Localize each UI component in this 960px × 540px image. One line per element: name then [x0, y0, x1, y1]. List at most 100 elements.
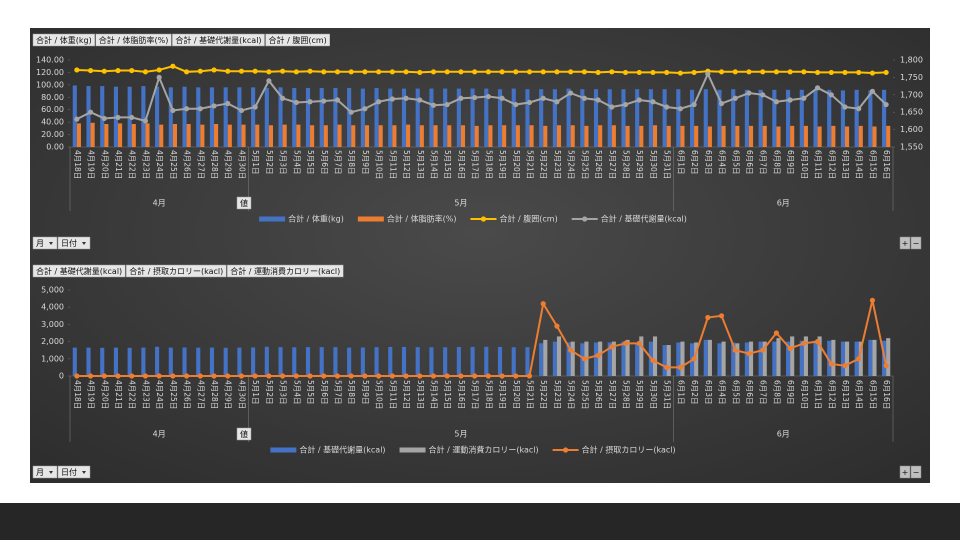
line-marker: [485, 373, 491, 379]
line-marker: [705, 71, 711, 77]
zoom-button-label[interactable]: −: [913, 468, 920, 477]
filter-button-label[interactable]: 日付: [61, 238, 77, 248]
bar: [731, 89, 736, 147]
bar: [666, 345, 671, 376]
x-tick-label: 6月14日: [855, 380, 864, 409]
line-marker: [389, 373, 395, 379]
bar: [786, 89, 791, 147]
line-marker: [472, 94, 478, 101]
line-marker: [334, 373, 341, 379]
bar: [333, 347, 338, 376]
bar: [598, 341, 603, 376]
x-tick-label: 5月11日: [388, 380, 397, 409]
bar: [580, 89, 585, 147]
bar: [182, 86, 187, 147]
x-tick-label: 5月7日: [333, 150, 342, 175]
dropdown-arrow[interactable]: [49, 242, 53, 245]
line-marker: [513, 101, 519, 108]
field-button[interactable]: [32, 264, 126, 278]
zoom-button-label[interactable]: +: [902, 468, 909, 477]
x-tick-label: 5月25日: [580, 380, 589, 409]
bar: [443, 347, 448, 376]
zoom-button-label[interactable]: +: [902, 239, 909, 248]
zoom-button-label[interactable]: −: [913, 239, 920, 248]
line-marker: [225, 100, 231, 107]
bar: [844, 341, 850, 376]
line-marker: [746, 90, 752, 96]
x-tick-label: 5月11日: [388, 150, 397, 179]
field-button[interactable]: [32, 33, 95, 47]
line-marker: [718, 100, 725, 107]
filter-button-label[interactable]: 月: [36, 239, 44, 248]
value-button[interactable]: [236, 196, 252, 210]
dropdown-arrow[interactable]: [49, 471, 53, 474]
bar: [251, 347, 256, 376]
field-button-label[interactable]: 合計 / 体重(kg): [36, 35, 92, 45]
field-button-label[interactable]: 合計 / 基礎代謝量(kcal): [175, 35, 261, 45]
field-button[interactable]: [172, 33, 265, 47]
line-marker: [636, 97, 642, 103]
x-tick-label: 5月21日: [526, 380, 535, 409]
bar: [635, 342, 640, 376]
x-tick-label: 6月4日: [718, 150, 727, 175]
filter-button[interactable]: [32, 465, 58, 479]
bar: [748, 341, 754, 376]
line-marker: [581, 69, 587, 75]
bar: [100, 347, 105, 376]
bar: [401, 346, 407, 376]
bar: [497, 89, 503, 147]
field-button-label[interactable]: 合計 / 摂取カロリー(kacl): [129, 266, 223, 276]
value-button-label[interactable]: 値: [240, 429, 248, 439]
zoom-button[interactable]: [899, 236, 911, 250]
field-button[interactable]: [226, 264, 344, 278]
value-button[interactable]: [236, 427, 252, 441]
field-button-label[interactable]: 合計 / 腹囲(cm): [269, 35, 327, 45]
field-button[interactable]: [95, 33, 172, 47]
line-marker: [170, 373, 176, 379]
x-tick-label: 5月14日: [429, 380, 438, 409]
bar: [406, 124, 411, 147]
value-button-label[interactable]: 値: [240, 198, 248, 208]
filter-button[interactable]: [32, 236, 58, 250]
bar: [539, 89, 544, 147]
legend: 合計 / 体重(kg) 合計 / 体脂肪率(%) 合計 / 腹囲(cm) 合計 / 基…: [259, 214, 687, 224]
field-button-label[interactable]: 合計 / 体脂肪率(%): [99, 35, 169, 45]
x-tick-label: 4月29日: [224, 380, 233, 409]
x-tick-label: 6月9日: [786, 150, 795, 175]
bar: [680, 341, 685, 376]
bar: [388, 88, 393, 147]
filter-button[interactable]: [57, 465, 91, 479]
line-marker: [595, 97, 601, 103]
filter-button-label[interactable]: 日付: [61, 467, 77, 477]
field-button-label[interactable]: 合計 / 運動消費カロリー(kacl): [230, 266, 340, 276]
x-tick-label: 5月30日: [649, 380, 658, 409]
line-marker: [828, 92, 834, 98]
x-tick-label: 5月15日: [443, 380, 452, 409]
bar: [255, 124, 260, 147]
x-tick-label: 6月3日: [704, 150, 713, 175]
bar: [570, 125, 575, 147]
filter-button[interactable]: [57, 236, 91, 250]
line-marker: [499, 95, 505, 101]
y-tick-label: 1,000: [41, 354, 64, 363]
line-marker: [183, 373, 190, 379]
field-button[interactable]: [265, 33, 331, 47]
bar: [337, 124, 342, 147]
line-marker: [801, 69, 807, 75]
field-button[interactable]: [125, 264, 227, 278]
bar: [251, 87, 256, 147]
zoom-button[interactable]: [910, 236, 922, 250]
dropdown-arrow[interactable]: [82, 471, 86, 474]
line-marker: [211, 103, 217, 109]
bar: [90, 122, 95, 147]
y2-tick-label: 1,800: [900, 56, 923, 65]
dropdown-arrow[interactable]: [82, 242, 86, 245]
bar: [378, 125, 383, 147]
zoom-button[interactable]: [910, 465, 922, 479]
filter-button-label[interactable]: 月: [36, 468, 44, 477]
field-button-label[interactable]: 合計 / 基礎代謝量(kcal): [36, 266, 122, 276]
line-marker: [266, 78, 272, 84]
line-marker: [348, 109, 354, 115]
line-marker: [650, 357, 656, 364]
zoom-button[interactable]: [899, 465, 911, 479]
